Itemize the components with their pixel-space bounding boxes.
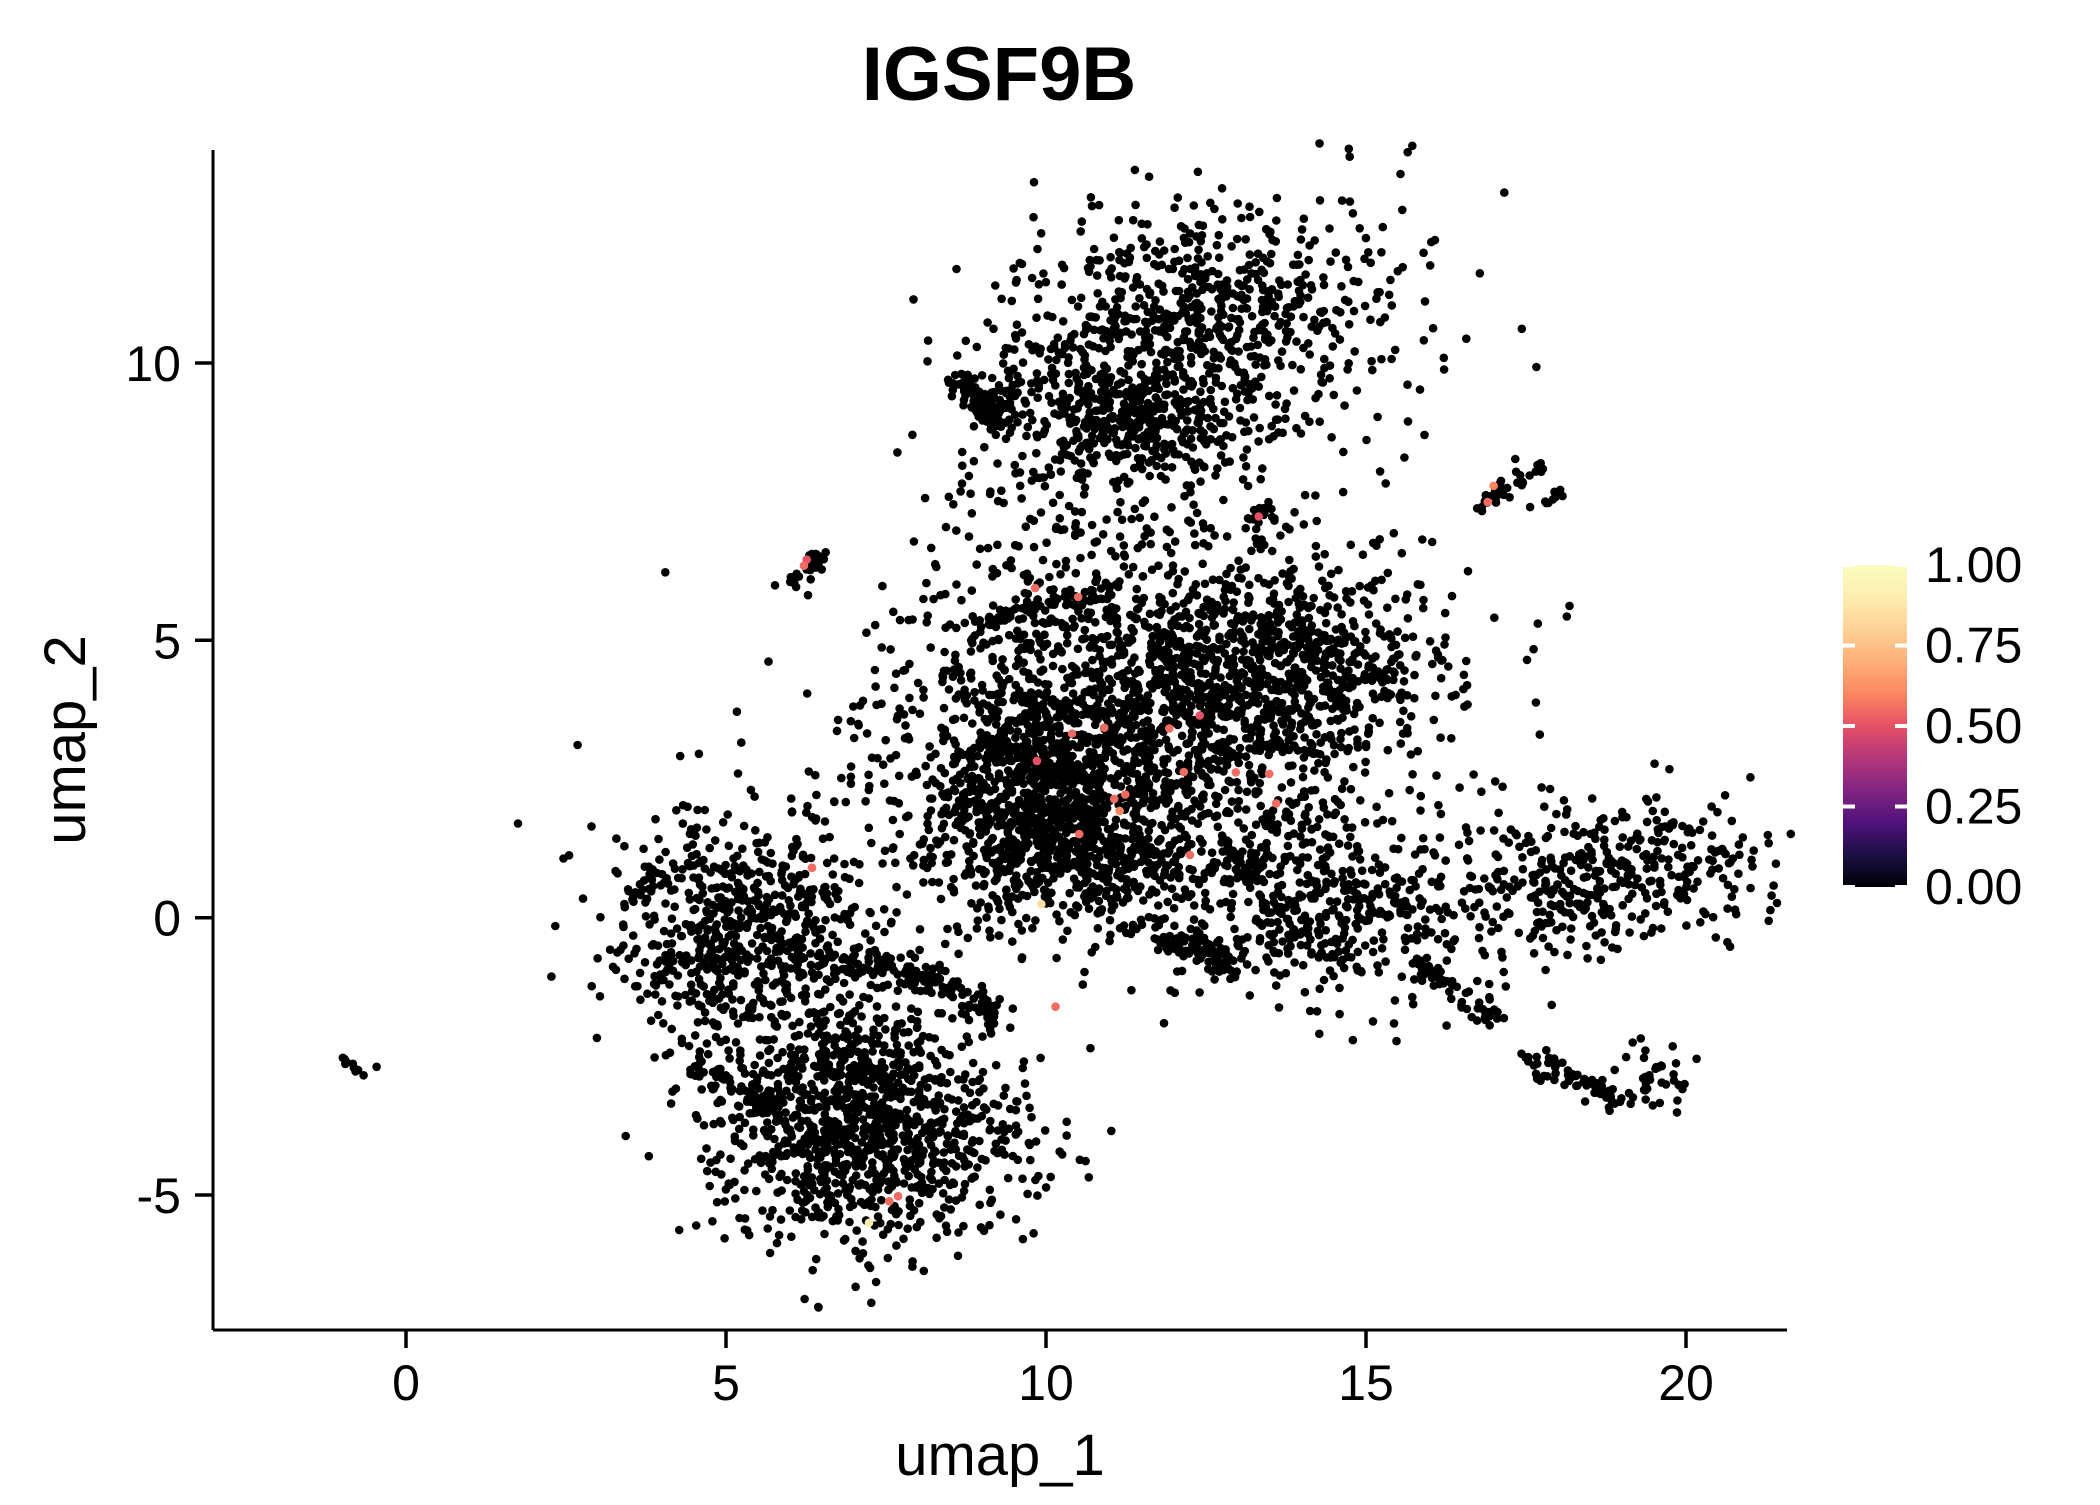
svg-text:0.50: 0.50 [1925,698,2022,754]
svg-text:IGSF9B: IGSF9B [862,32,1137,117]
svg-text:0.25: 0.25 [1925,779,2022,835]
svg-text:5: 5 [712,1355,740,1411]
svg-text:umap_2: umap_2 [33,635,98,845]
svg-text:10: 10 [125,336,181,392]
svg-text:15: 15 [1338,1355,1394,1411]
svg-text:10: 10 [1018,1355,1074,1411]
svg-text:0.00: 0.00 [1925,859,2022,915]
svg-text:0: 0 [153,891,181,947]
svg-text:umap_1: umap_1 [895,1423,1105,1488]
svg-text:-5: -5 [137,1168,181,1224]
svg-text:5: 5 [153,613,181,669]
svg-text:1.00: 1.00 [1925,537,2022,593]
svg-text:0: 0 [392,1355,420,1411]
svg-text:0.75: 0.75 [1925,618,2022,674]
svg-text:20: 20 [1658,1355,1714,1411]
